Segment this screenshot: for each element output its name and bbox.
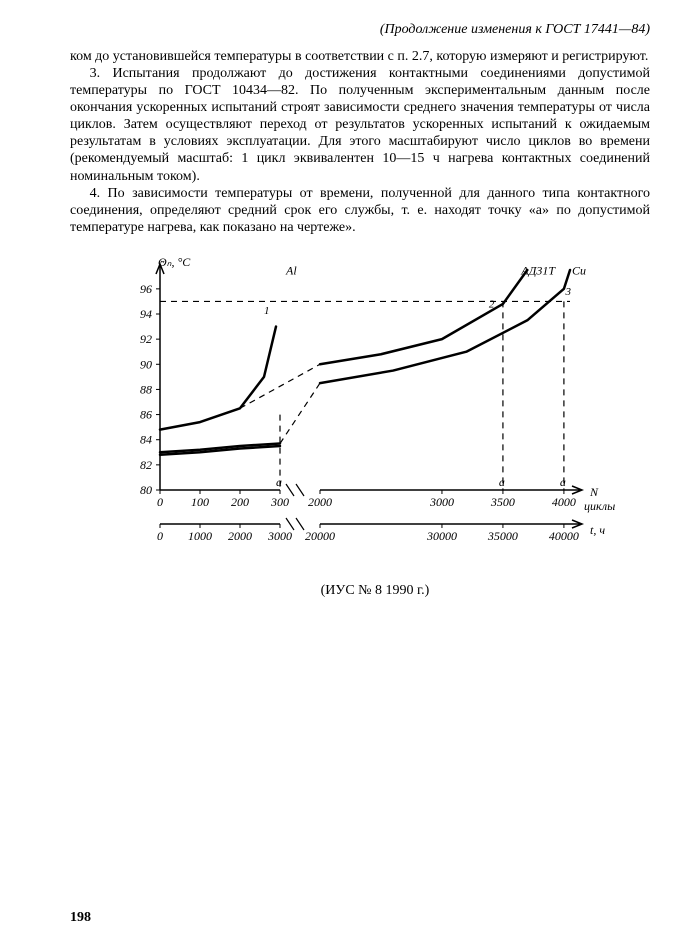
svg-text:t, ч: t, ч [590, 523, 605, 537]
svg-text:80: 80 [140, 483, 152, 497]
svg-text:а: а [499, 475, 505, 489]
chart-caption: (ИУС № 8 1990 г.) [100, 583, 650, 599]
paragraph-1: ком до установившейся температуры в соот… [70, 48, 650, 65]
svg-text:Cu: Cu [572, 263, 586, 277]
svg-text:86: 86 [140, 407, 152, 421]
svg-text:N: N [589, 485, 599, 499]
temperature-chart: Θₙ, °C8082848688909294960100200300200030… [100, 250, 620, 570]
svg-text:3500: 3500 [490, 495, 515, 509]
svg-text:94: 94 [140, 307, 152, 321]
body-text: ком до установившейся температуры в соот… [70, 48, 650, 236]
svg-text:40000: 40000 [549, 529, 579, 543]
svg-text:2: 2 [489, 299, 495, 311]
svg-text:96: 96 [140, 282, 152, 296]
svg-text:84: 84 [140, 433, 152, 447]
paragraph-3: 4. По зависимости температуры от времени… [70, 185, 650, 236]
svg-text:4000: 4000 [552, 495, 576, 509]
svg-text:АД31Т: АД31Т [520, 263, 556, 277]
svg-text:300: 300 [270, 495, 289, 509]
svg-text:92: 92 [140, 332, 152, 346]
svg-text:циклы: циклы [584, 499, 615, 513]
svg-text:3000: 3000 [267, 529, 292, 543]
chart-container: Θₙ, °C8082848688909294960100200300200030… [100, 250, 650, 599]
svg-text:а: а [276, 475, 282, 489]
svg-text:2000: 2000 [308, 495, 332, 509]
svg-text:3: 3 [564, 286, 571, 298]
svg-text:35000: 35000 [487, 529, 518, 543]
header-continuation: (Продолжение изменения к ГОСТ 17441—84) [70, 22, 650, 38]
svg-text:а: а [560, 475, 566, 489]
svg-text:82: 82 [140, 458, 152, 472]
svg-text:20000: 20000 [305, 529, 335, 543]
svg-text:30000: 30000 [426, 529, 457, 543]
svg-text:2000: 2000 [228, 529, 252, 543]
svg-text:1: 1 [264, 305, 270, 317]
svg-text:1000: 1000 [188, 529, 212, 543]
svg-text:0: 0 [157, 495, 163, 509]
svg-text:0: 0 [157, 529, 163, 543]
paragraph-2: 3. Испытания продолжают до достижения ко… [70, 65, 650, 185]
svg-text:3000: 3000 [429, 495, 454, 509]
svg-text:88: 88 [140, 382, 152, 396]
svg-text:Θₙ, °C: Θₙ, °C [158, 255, 191, 269]
svg-text:100: 100 [191, 495, 209, 509]
svg-text:200: 200 [231, 495, 249, 509]
svg-text:90: 90 [140, 357, 152, 371]
svg-text:Al: Al [285, 263, 297, 277]
page-number: 198 [70, 910, 91, 926]
